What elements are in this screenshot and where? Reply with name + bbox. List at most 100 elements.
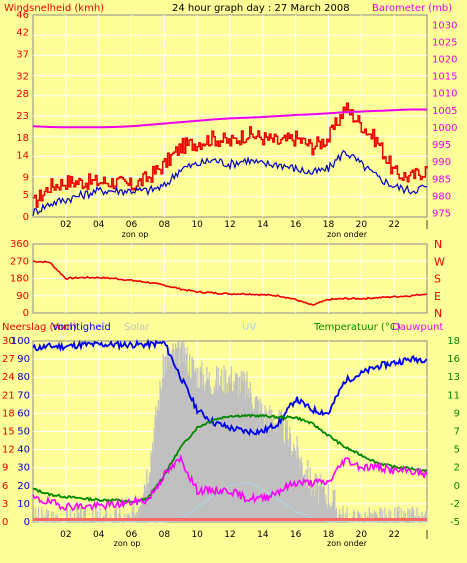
solar-bar	[332, 490, 334, 522]
solar-bar	[206, 366, 208, 522]
solar-bar	[251, 403, 253, 522]
solar-bar	[298, 467, 301, 522]
humidity-tick-label: 80	[17, 372, 30, 383]
solar-bar	[292, 453, 294, 522]
solar-bar	[306, 486, 308, 522]
solar-bar	[335, 510, 337, 522]
solar-bar	[318, 484, 320, 522]
humidity-tick-label: 30	[17, 463, 30, 474]
solar-bar	[276, 426, 279, 522]
wind-tick-label: 32	[16, 71, 29, 82]
wind-tick-label: 46	[16, 10, 29, 21]
solar-bar	[202, 374, 205, 522]
solar-bar	[239, 392, 242, 522]
solar-bar	[139, 505, 141, 522]
temperature-tick-label: 0	[454, 481, 460, 492]
solar-bar	[238, 396, 240, 522]
solar-bar	[266, 410, 268, 522]
solar-bar	[115, 507, 118, 522]
rain-tick-label: 21	[2, 390, 15, 401]
wind-tick-label: 23	[16, 111, 29, 122]
solar-bar	[284, 445, 286, 522]
solar-bar	[152, 451, 155, 522]
solar-bar	[162, 353, 164, 522]
solar-bar	[252, 409, 254, 522]
solar-bar	[425, 510, 427, 522]
barometer-tick-label: 1000	[432, 123, 457, 134]
barometer-axis-title: Barometer (mb)	[372, 3, 452, 14]
solar-bar	[396, 507, 398, 522]
solar-bar	[301, 463, 303, 522]
solar-bar	[218, 386, 220, 522]
x-tick-label: 02	[60, 530, 71, 540]
sunrise-label: zon op	[114, 539, 141, 548]
solar-bar	[79, 507, 82, 522]
solar-bar	[133, 502, 135, 522]
humidity-tick-label: 70	[17, 390, 30, 401]
solar-bar	[138, 507, 141, 522]
solar-bar	[271, 423, 274, 522]
temperature-tick-label: -5	[450, 517, 460, 528]
solar-bar	[296, 435, 298, 522]
rain-tick-label: 30	[2, 336, 15, 347]
solar-bar	[357, 510, 359, 522]
solar-bar	[220, 376, 222, 522]
solar-bar	[285, 425, 288, 522]
x-tick-label: 18	[323, 530, 335, 540]
solar-bar	[249, 382, 251, 522]
solar-bar	[403, 510, 405, 522]
wind-tick-label: 37	[16, 50, 29, 61]
solar-bar	[191, 356, 193, 522]
rain-tick-label: 27	[2, 354, 15, 365]
solar-bar	[176, 347, 178, 522]
solar-bar	[320, 474, 322, 522]
solar-bar	[281, 417, 283, 522]
temp-humidity-panel: Neerslag (mm)Vochtigheid Solar UV Temperatu…	[2, 322, 460, 548]
solar-bar	[169, 363, 171, 522]
solar-bar	[365, 520, 367, 522]
solar-bar	[229, 374, 231, 522]
solar-bar	[271, 409, 273, 522]
solar-bar	[331, 502, 334, 522]
solar-bar	[289, 433, 292, 522]
solar-bar	[334, 489, 336, 522]
solar-bar	[308, 488, 311, 522]
temperature-tick-label: 18	[447, 336, 460, 347]
solar-bar	[83, 507, 85, 522]
solar-bar	[280, 411, 282, 522]
solar-bar	[310, 486, 312, 522]
compass-label: N	[434, 238, 442, 251]
solar-bar	[312, 481, 315, 522]
solar-bar	[220, 369, 223, 522]
solar-bar	[256, 395, 258, 522]
wind-axis-title: Windsnelheid (kmh)	[4, 3, 104, 14]
humidity-tick-label: 40	[17, 445, 30, 456]
solar-bar	[217, 367, 219, 522]
solar-bar	[373, 509, 375, 522]
solar-bar	[166, 350, 169, 522]
solar-bar	[273, 429, 275, 522]
solar-bar	[232, 390, 234, 522]
solar-bar	[172, 343, 174, 522]
solar-bar	[262, 416, 264, 522]
series-line-temperature	[32, 413, 428, 504]
solar-bar	[243, 373, 246, 522]
solar-bar	[225, 369, 227, 522]
solar-bar	[321, 487, 324, 522]
solar-bar	[167, 352, 169, 522]
solar-bar	[400, 508, 402, 522]
barometer-tick-label: 990	[432, 157, 451, 168]
solar-bar	[279, 417, 281, 522]
solar-bar	[179, 348, 182, 522]
x-tick-label: 14	[257, 530, 269, 540]
solar-bar	[201, 361, 203, 522]
solar-bar	[124, 513, 126, 522]
solar-bar	[155, 406, 157, 522]
humidity-tick-label: 0	[24, 517, 30, 528]
solar-bar	[199, 366, 201, 522]
solar-bar	[270, 422, 272, 522]
solar-bar	[252, 411, 255, 522]
solar-bar	[325, 494, 327, 522]
temperature-tick-label: -2	[450, 499, 460, 510]
solar-bar	[184, 365, 187, 522]
